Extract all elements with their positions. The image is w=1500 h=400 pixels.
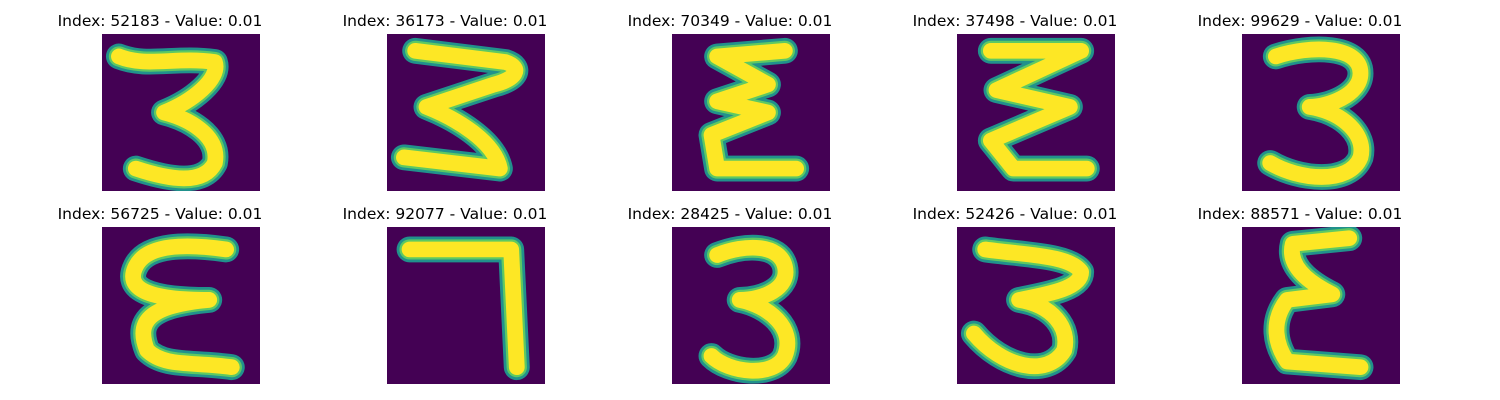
three-wide-zigzag-icon (390, 37, 529, 182)
epsilon-tall-icon (1263, 227, 1374, 381)
digit-image (1242, 34, 1400, 191)
epsilon-zigzag-icon (977, 37, 1100, 182)
panel-title: Index: 52183 - Value: 0.01 (57, 12, 263, 30)
epsilon-narrow-icon (698, 37, 810, 182)
panel-title: Index: 56725 - Value: 0.01 (57, 205, 263, 223)
glyph-stroke (401, 241, 525, 376)
panel-title: Index: 92077 - Value: 0.01 (342, 205, 548, 223)
digit-image (672, 34, 830, 191)
panel-title: Index: 37498 - Value: 0.01 (912, 12, 1118, 30)
glyph-stroke (1268, 230, 1369, 376)
panel-title: Index: 99629 - Value: 0.01 (1197, 12, 1403, 30)
glyph-stroke (966, 241, 1090, 375)
seven-icon (396, 236, 530, 381)
glyph-stroke (703, 239, 796, 379)
three-rounded-icon (1257, 36, 1375, 190)
glyph-stroke (111, 48, 224, 187)
digit-image (1242, 227, 1400, 384)
glyph-stroke (982, 42, 1095, 177)
glyph-stroke (396, 42, 524, 177)
panel-title: Index: 70349 - Value: 0.01 (627, 12, 833, 30)
digit-image (102, 34, 260, 191)
glyph-stroke (1262, 41, 1370, 185)
three-classic-icon (698, 234, 801, 384)
panel-title: Index: 28425 - Value: 0.01 (627, 205, 833, 223)
glyph-stroke (703, 42, 805, 177)
panel-title: Index: 88571 - Value: 0.01 (1197, 205, 1403, 223)
glyph-stroke (125, 238, 240, 376)
panel-title: Index: 36173 - Value: 0.01 (342, 12, 548, 30)
digit-image (957, 34, 1115, 191)
digit-image (102, 227, 260, 384)
glyph-edge (396, 236, 530, 381)
digit-image (387, 227, 545, 384)
three-flat-top-icon (105, 43, 229, 191)
three-bold-icon (960, 236, 1095, 380)
digit-image (672, 227, 830, 384)
epsilon-wide-icon (120, 233, 245, 381)
digit-image (957, 227, 1115, 384)
digit-image (387, 34, 545, 191)
panel-title: Index: 52426 - Value: 0.01 (912, 205, 1118, 223)
